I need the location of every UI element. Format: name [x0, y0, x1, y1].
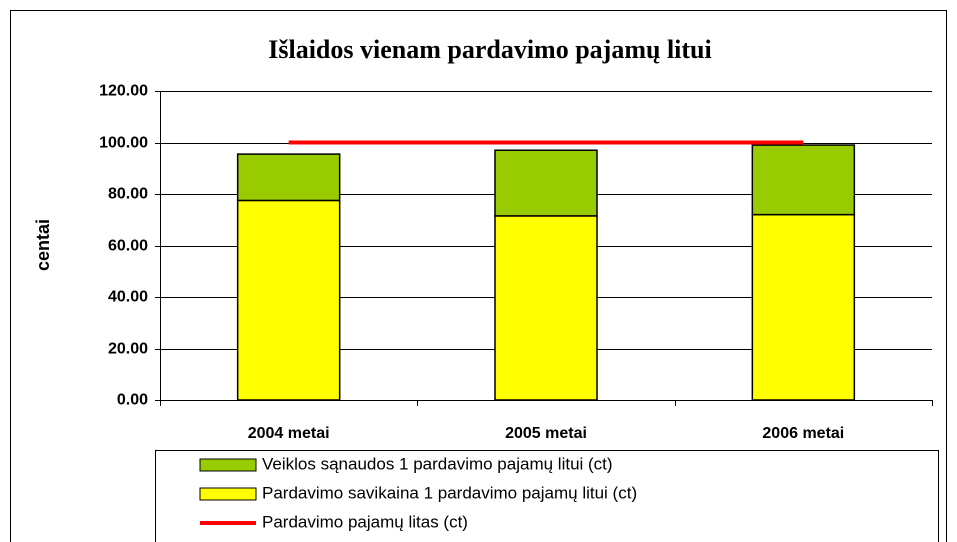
chart-title: Išlaidos vienam pardavimo pajamų litui: [268, 35, 712, 64]
legend-box: [155, 450, 939, 542]
y-axis-label: centai: [33, 219, 53, 271]
y-tick-label: 40.00: [108, 289, 148, 306]
bar: [236, 153, 341, 202]
y-tick-label: 100.00: [99, 135, 148, 152]
bar: [236, 199, 341, 401]
y-tick-label: 20.00: [108, 341, 148, 358]
y-tick-label: 80.00: [108, 186, 148, 203]
x-tick-label: 2005 metai: [505, 425, 587, 442]
legend-swatch: [199, 487, 257, 501]
legend-label: Pardavimo pajamų litas (ct): [262, 512, 468, 531]
legend-swatch: [199, 458, 257, 472]
legend-label: Pardavimo savikaina 1 pardavimo pajamų l…: [262, 483, 637, 502]
bar: [494, 215, 598, 401]
x-tick-label: 2004 metai: [248, 425, 330, 442]
bar: [751, 144, 856, 216]
bar: [751, 213, 856, 401]
x-tick-label: 2006 metai: [762, 425, 844, 442]
y-tick-label: 60.00: [108, 238, 148, 255]
y-tick-label: 0.00: [117, 392, 148, 409]
legend-label: Veiklos sąnaudos 1 pardavimo pajamų litu…: [262, 454, 613, 473]
y-tick-label: 120.00: [99, 83, 148, 100]
bar: [494, 149, 598, 217]
